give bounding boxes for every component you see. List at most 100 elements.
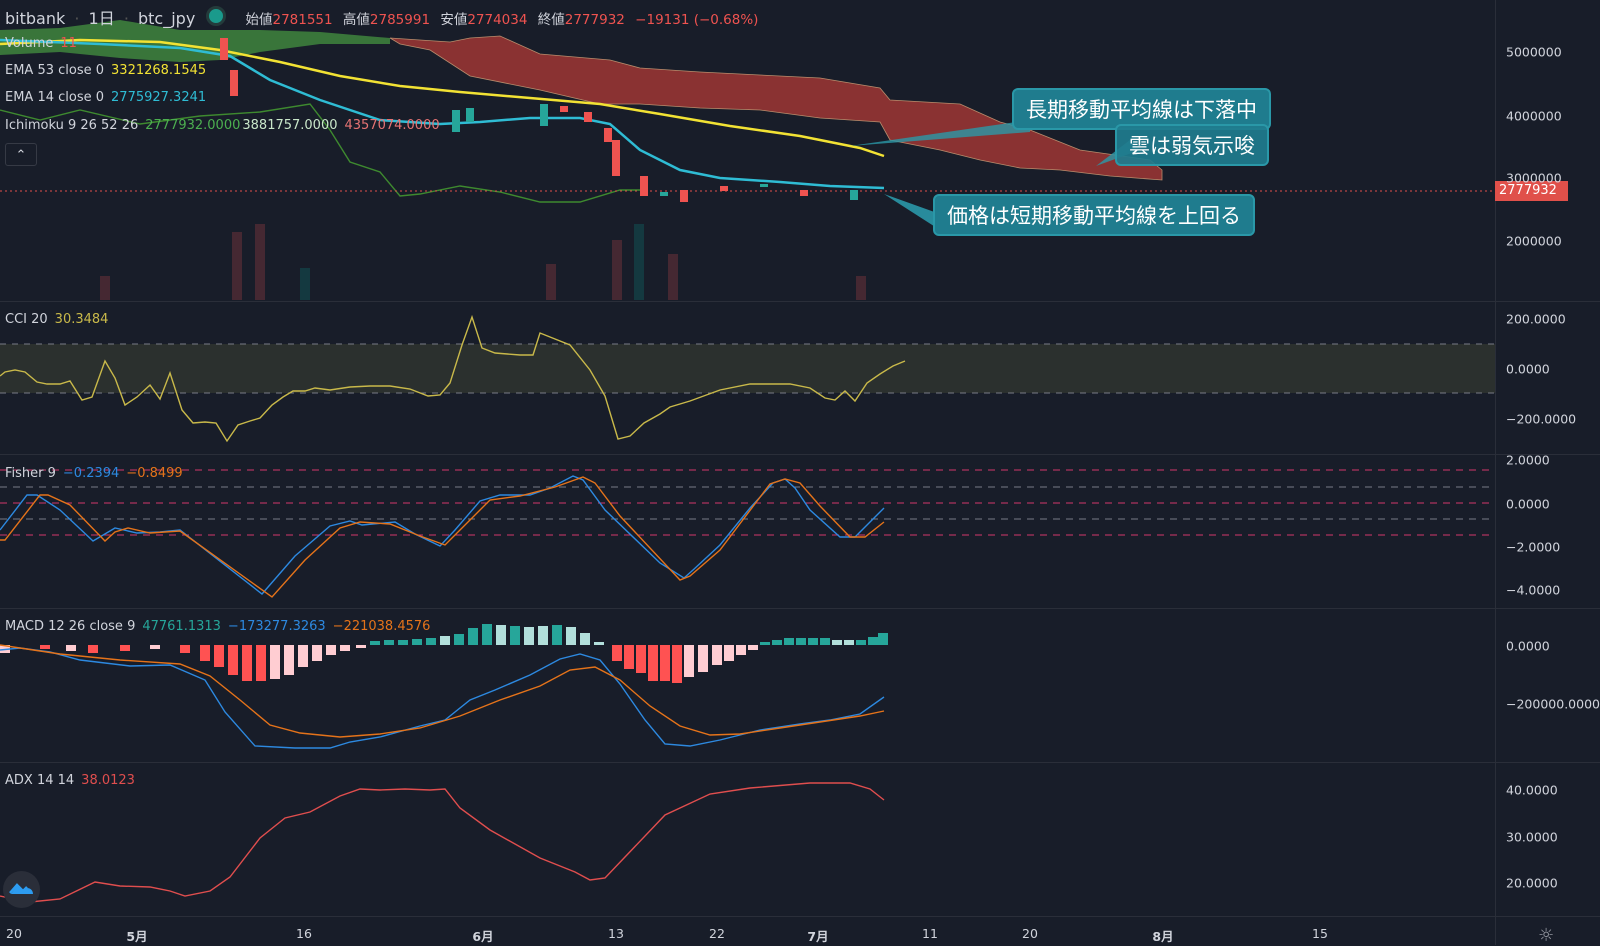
fisher-trigger-value: −0.8499 (126, 466, 183, 481)
macd-axis-label: −200000.0000 (1506, 696, 1600, 712)
volume-value: 11 (60, 36, 77, 51)
cci-band (0, 344, 1495, 393)
adx-axis-label: 20.0000 (1506, 875, 1558, 891)
symbol-header: bitbank · 1日 · btc_jpy 始値2781551 高値27859… (5, 5, 758, 29)
tradingview-logo[interactable] (3, 871, 40, 908)
ema53-label: EMA 53 close 0 (5, 63, 105, 78)
legend-adx[interactable]: ADX 14 14 38.0123 (5, 773, 142, 788)
cci-axis-label: 200.0000 (1506, 311, 1566, 327)
time-axis-label: 6月 (472, 929, 494, 944)
ichimoku-value-1: 2777932.0000 (145, 118, 241, 133)
fisher-trigger-line (0, 476, 885, 598)
macd-signal-line (0, 644, 885, 738)
time-axis-label: 5月 (126, 929, 148, 944)
adx-line (0, 782, 885, 903)
change-value: −19131 (−0.68%) (635, 12, 759, 28)
legend-volume[interactable]: Volume 11 (5, 36, 84, 51)
time-axis-label: 15 (1312, 926, 1328, 941)
callout-pointer-long-ma (850, 120, 1030, 146)
cci-value: 30.3484 (54, 312, 109, 327)
time-axis-label: 7月 (807, 929, 829, 944)
legend-ema53[interactable]: EMA 53 close 0 3321268.1545 (5, 63, 213, 78)
callout-cloud-bearish[interactable]: 雲は弱気示唆 (1115, 124, 1269, 166)
fisher-axis-label: −2.0000 (1506, 539, 1561, 555)
ema53-value: 3321268.1545 (111, 63, 207, 78)
callout-price-above-short-ma[interactable]: 価格は短期移動平均線を上回る (933, 194, 1255, 236)
cci-axis-label: −200.0000 (1506, 411, 1577, 427)
ichimoku-conversion-line (0, 103, 640, 203)
macd-signal-value: −221038.4576 (332, 619, 431, 634)
fisher-axis-label: 2.0000 (1506, 452, 1550, 468)
legend-ichimoku[interactable]: Ichimoku 9 26 52 26 2777932.0000 3881757.0… (5, 118, 447, 133)
market-status-icon (206, 6, 227, 26)
candles (220, 38, 858, 202)
high-value: 2785991 (369, 12, 431, 28)
macd-histogram (0, 624, 888, 683)
macd-hist-value: 47761.1313 (142, 619, 221, 634)
time-axis-label: 20 (6, 926, 22, 941)
low-label: 安値 (440, 12, 468, 28)
exchange-name[interactable]: bitbank (5, 9, 66, 28)
open-label: 始値 (245, 12, 273, 28)
interval[interactable]: 1日 (88, 9, 115, 28)
macd-line (0, 647, 885, 749)
callout-long-ma-falling[interactable]: 長期移動平均線は下落中 (1012, 88, 1271, 130)
adx-axis-label: 40.0000 (1506, 782, 1558, 798)
legend-cci[interactable]: CCI 20 30.3484 (5, 312, 115, 327)
last-price-tag: 2777932 (1495, 181, 1568, 201)
ema53-line (0, 38, 885, 158)
time-axis-label: 16 (296, 926, 312, 941)
price-axis-label: 4000000 (1506, 108, 1562, 124)
ichimoku-cloud-bullish (0, 20, 390, 62)
ichimoku-value-2: 3881757.0000 (242, 118, 338, 133)
cci-axis-label: 0.0000 (1506, 361, 1550, 377)
ichimoku-cloud-bearish (389, 35, 1163, 181)
pane-separator[interactable] (0, 454, 1600, 455)
cloud-logo-icon (9, 883, 33, 894)
macd-label: MACD 12 26 close 9 (5, 619, 136, 634)
high-label: 高値 (342, 12, 370, 28)
pane-separator[interactable] (0, 608, 1600, 609)
callout-pointer-price (884, 194, 940, 230)
pane-separator[interactable] (0, 762, 1600, 763)
low-value: 2774034 (467, 12, 528, 28)
time-axis-label: 13 (608, 926, 624, 941)
legend-fisher[interactable]: Fisher 9 −0.2394 −0.8499 (5, 466, 190, 481)
cci-line (0, 314, 906, 443)
price-axis-label: 3000000 (1506, 170, 1562, 186)
time-axis-label: 22 (709, 926, 725, 941)
adx-axis-label: 30.0000 (1506, 829, 1558, 845)
legend-macd[interactable]: MACD 12 26 close 9 47761.1313 −173277.3263… (5, 619, 437, 634)
price-axis-label: 5000000 (1506, 44, 1562, 60)
macd-value: −173277.3263 (227, 619, 326, 634)
ichimoku-label: Ichimoku 9 26 52 26 (5, 118, 139, 133)
volume-bars (100, 224, 866, 300)
symbol-name[interactable]: btc_jpy (138, 9, 196, 28)
price-axis-separator (1495, 0, 1496, 945)
time-axis-label: 11 (922, 926, 938, 941)
time-axis-label: 8月 (1152, 929, 1174, 944)
fisher-axis-label: −4.0000 (1506, 582, 1561, 598)
fisher-value: −0.2394 (62, 466, 120, 481)
fisher-axis-label: 0.0000 (1506, 496, 1550, 512)
cci-label: CCI 20 (5, 312, 48, 327)
close-value: 2777932 (564, 12, 625, 28)
legend-ema14[interactable]: EMA 14 close 0 2775927.3241 (5, 90, 213, 105)
macd-axis-label: 0.0000 (1506, 638, 1550, 654)
adx-label: ADX 14 14 (5, 773, 75, 788)
collapse-legend-button[interactable]: ⌃ (5, 143, 37, 166)
close-label: 終値 (537, 12, 565, 28)
price-axis-label: 2000000 (1506, 233, 1562, 249)
fisher-levels (0, 469, 1495, 536)
time-axis-separator (0, 916, 1600, 917)
volume-label: Volume (5, 36, 54, 51)
ichimoku-value-3: 4357074.0000 (344, 118, 440, 133)
adx-value: 38.0123 (81, 773, 135, 788)
ema14-value: 2775927.3241 (111, 90, 207, 105)
fisher-label: Fisher 9 (5, 466, 56, 481)
settings-gear-icon[interactable]: ☼ (1538, 925, 1555, 946)
time-axis-label: 20 (1022, 926, 1038, 941)
ema14-label: EMA 14 close 0 (5, 90, 105, 105)
pane-separator[interactable] (0, 301, 1600, 302)
